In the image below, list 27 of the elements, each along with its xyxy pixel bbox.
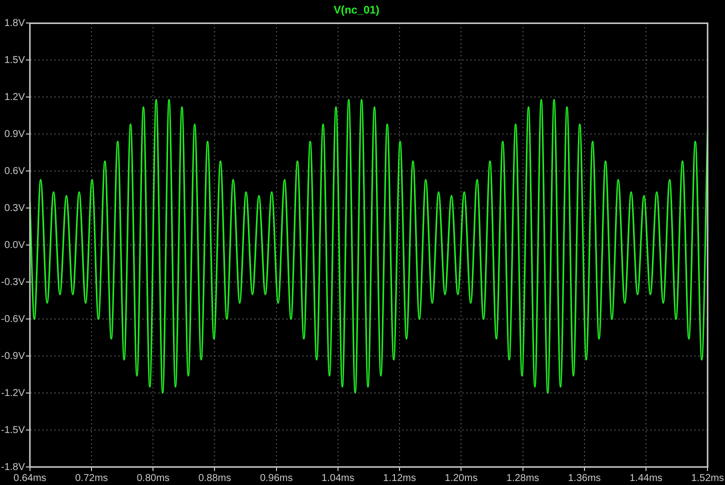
y-tick-label: 0.9V [4,128,26,140]
x-tick-label: 1.52ms [691,472,724,484]
x-tick-label: 1.04ms [322,472,354,484]
y-tick-label: 1.5V [4,54,26,66]
y-tick-label: -0.6V [0,314,26,325]
y-tick-label: 0.6V [4,166,26,177]
x-tick-label: 1.36ms [568,472,601,484]
chart-title: V(nc_01) [334,4,380,17]
y-tick-label: -1.5V [0,424,26,436]
x-tick-label: 0.88ms [198,472,232,484]
x-tick-label: 1.12ms [383,472,416,484]
x-tick-label: 0.64ms [14,472,46,484]
y-tick-label: -1.8V [0,462,26,473]
y-tick-label: 0.0V [4,240,26,251]
y-tick-label: 1.8V [4,18,26,29]
line-series [30,98,708,394]
x-tick-label: 1.20ms [444,472,478,484]
x-tick-label: 0.96ms [260,472,293,484]
x-tick-label: 1.28ms [506,472,540,484]
x-tick-label: 1.44ms [630,472,662,484]
y-tick-label: 1.2V [4,92,26,103]
x-tick-label: 0.72ms [75,472,108,484]
y-tick-label: -0.9V [0,350,26,362]
x-tick-label: 0.80ms [136,472,170,484]
y-tick-label: 0.3V [4,202,26,214]
y-tick-label: -0.3V [0,276,26,288]
y-tick-label: -1.2V [0,388,26,399]
